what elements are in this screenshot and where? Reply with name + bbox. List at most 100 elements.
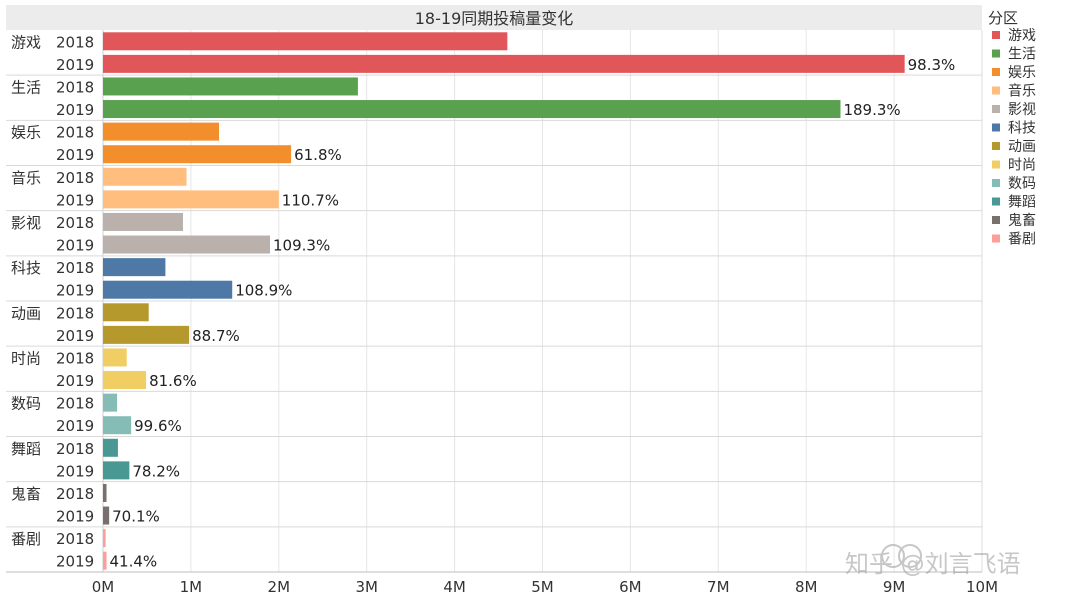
growth-label: 99.6% — [134, 417, 182, 435]
watermark-text: 知乎 @刘言飞语 — [845, 550, 1021, 578]
legend-swatch — [992, 234, 1000, 243]
growth-label: 78.2% — [132, 462, 180, 480]
year-label: 2019 — [56, 508, 94, 526]
bar-2018 — [103, 32, 508, 51]
bar-2018 — [103, 483, 107, 502]
bar-2019 — [103, 280, 233, 299]
legend-label: 番剧 — [1008, 232, 1036, 248]
growth-label: 98.3% — [908, 56, 956, 74]
year-label: 2019 — [56, 462, 94, 480]
chart-title: 18-19同期投稿量变化 — [415, 9, 574, 28]
year-label: 2019 — [56, 327, 94, 345]
legend-label: 鬼畜 — [1008, 213, 1036, 229]
year-label: 2019 — [56, 191, 94, 209]
x-tick-label: 10M — [966, 578, 998, 596]
bar-2019 — [103, 416, 132, 435]
growth-label: 109.3% — [273, 237, 330, 255]
bar-2018 — [103, 348, 127, 367]
year-label: 2019 — [56, 417, 94, 435]
year-label: 2019 — [56, 372, 94, 390]
category-label: 音乐 — [11, 169, 41, 187]
growth-label: 41.4% — [110, 553, 158, 571]
bar-2018 — [103, 122, 220, 141]
legend-swatch — [992, 123, 1000, 132]
bar-2018 — [103, 393, 118, 412]
bar-2019 — [103, 190, 279, 209]
bar-2019 — [103, 551, 107, 570]
bar-2018 — [103, 303, 149, 322]
zhihu-logo-icon — [881, 544, 922, 568]
year-label: 2018 — [56, 33, 94, 51]
category-label: 娱乐 — [11, 124, 41, 142]
growth-label: 81.6% — [149, 372, 197, 390]
legend-swatch — [992, 105, 1000, 113]
category-label: 舞蹈 — [11, 440, 41, 458]
legend-label: 舞蹈 — [1008, 195, 1036, 211]
legend-label: 娱乐 — [1008, 65, 1036, 81]
legend-swatch — [992, 197, 1000, 206]
year-label: 2019 — [56, 56, 94, 74]
legend-label: 生活 — [1008, 47, 1036, 63]
x-tick-label: 4M — [443, 578, 466, 596]
category-label: 时尚 — [11, 349, 41, 367]
legend-swatch — [992, 142, 1000, 150]
category-label: 生活 — [11, 78, 41, 96]
legend-swatch — [992, 31, 1000, 39]
year-label: 2018 — [56, 124, 94, 142]
year-label: 2018 — [56, 78, 94, 96]
legend-label: 科技 — [1008, 121, 1036, 137]
category-label: 科技 — [11, 259, 41, 277]
legend-swatch — [992, 179, 1000, 187]
bar-2018 — [103, 212, 183, 231]
bar-2019 — [103, 461, 130, 480]
watermark: 知乎 @刘言飞语 — [845, 544, 1021, 578]
growth-label: 189.3% — [843, 101, 900, 119]
legend-label: 音乐 — [1008, 83, 1036, 100]
x-tick-label: 2M — [268, 578, 291, 596]
bar-2018 — [103, 77, 358, 96]
growth-label: 110.7% — [282, 191, 339, 209]
bar-2019 — [103, 325, 190, 344]
label-layer: 游戏 2018 2019 98.3% 生活 2018 2019 189.3% 娱乐 2018 201… — [11, 33, 955, 570]
bar-2019 — [103, 235, 271, 254]
year-label: 2019 — [56, 146, 94, 164]
x-tick-label: 1M — [180, 578, 203, 596]
year-label: 2019 — [56, 282, 94, 300]
legend-swatch — [992, 49, 1000, 58]
bar-2018 — [103, 438, 118, 457]
year-label: 2018 — [56, 259, 94, 277]
legend-swatch — [992, 86, 1000, 95]
year-label: 2018 — [56, 395, 94, 413]
category-label: 数码 — [11, 395, 41, 413]
year-label: 2018 — [56, 440, 94, 458]
year-label: 2018 — [56, 349, 94, 367]
x-axis: 0M 1M 2M 3M 4M 5M 6M 7M 8M 9M 10M — [92, 578, 998, 596]
year-label: 2018 — [56, 169, 94, 187]
bar-2018 — [103, 167, 187, 186]
growth-label: 88.7% — [192, 327, 240, 345]
year-label: 2019 — [56, 553, 94, 571]
category-label: 动画 — [11, 304, 41, 322]
x-tick-label: 6M — [619, 578, 642, 596]
bar-layer — [103, 32, 905, 570]
category-label: 影视 — [11, 214, 41, 232]
x-tick-label: 5M — [531, 578, 554, 596]
legend-label: 影视 — [1008, 102, 1036, 118]
x-tick-label: 0M — [92, 578, 115, 596]
category-label: 游戏 — [11, 33, 41, 51]
bar-2018 — [103, 529, 106, 548]
year-label: 2019 — [56, 101, 94, 119]
growth-label: 61.8% — [294, 146, 342, 164]
bar-2019 — [103, 506, 110, 525]
legend-swatch — [992, 68, 1000, 76]
grid-layer — [6, 30, 983, 573]
year-label: 2018 — [56, 485, 94, 503]
x-tick-label: 9M — [883, 578, 906, 596]
legend-label: 游戏 — [1008, 28, 1036, 44]
title-band — [6, 5, 982, 30]
year-label: 2018 — [56, 530, 94, 548]
year-label: 2018 — [56, 304, 94, 322]
